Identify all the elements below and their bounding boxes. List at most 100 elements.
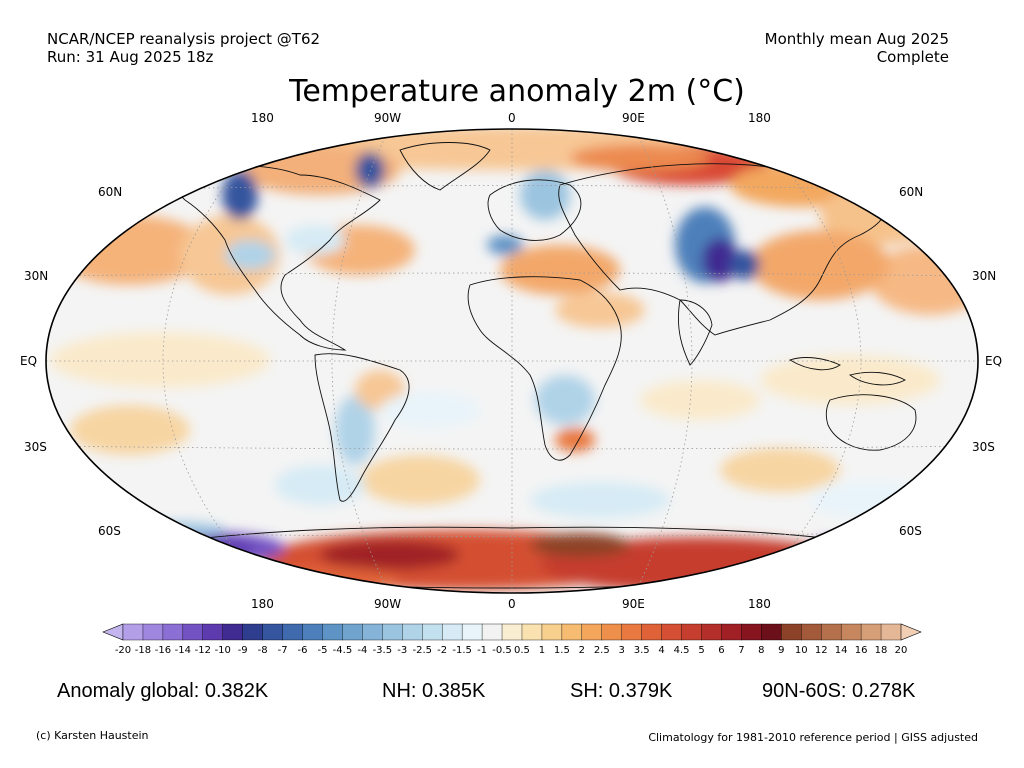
climatology-note: Climatology for 1981-2010 reference peri… <box>648 731 978 744</box>
colorbar-swatch <box>222 623 244 641</box>
colorbar-swatch <box>801 623 822 641</box>
lon-label-bottom-0: 0 <box>508 597 516 611</box>
map-title: Temperature anomaly 2m (°C) <box>289 74 745 109</box>
colorbar-tick-label: -10 <box>215 645 231 656</box>
colorbar-swatch <box>721 623 742 641</box>
lat-label-left-eq: EQ <box>20 354 38 368</box>
colorbar-swatch <box>282 623 304 641</box>
lat-label-left-30n: 30N <box>24 269 49 283</box>
colorbar-tick-label: -3.5 <box>373 645 393 656</box>
colorbar-swatch <box>202 623 224 641</box>
lon-label-top-90e: 90E <box>622 111 645 125</box>
colorbar-swatch <box>382 623 403 641</box>
colorbar-tick-label: 18 <box>875 645 888 656</box>
colorbar-tick-label: 14 <box>835 645 848 656</box>
colorbar-swatch <box>761 623 782 641</box>
colorbar-tick-label: -4 <box>357 645 367 656</box>
colorbar-tick-label: 1 <box>539 645 545 656</box>
colorbar-tick-label: -2 <box>437 645 447 656</box>
colorbar-tick-label: -3 <box>397 645 407 656</box>
colorbar-tick-label: -8 <box>258 645 268 656</box>
colorbar-tick-label: -7 <box>278 645 288 656</box>
colorbar-swatch <box>302 623 323 641</box>
stat-nh: NH: 0.385K <box>382 680 486 702</box>
colorbar-tick-label: 20 <box>895 645 908 656</box>
source-line-1: NCAR/NCEP reanalysis project @T62 <box>47 30 321 48</box>
lon-label-bottom-90w: 90W <box>374 597 402 611</box>
colorbar-swatch <box>621 623 643 641</box>
lon-label-top-180e: 180 <box>748 111 771 125</box>
colorbar-tick-label: 16 <box>855 645 868 656</box>
stat-arctic: 90N-60S: 0.278K <box>762 680 916 702</box>
colorbar-swatch <box>641 623 663 641</box>
colorbar-tick-label: -12 <box>195 645 211 656</box>
lat-label-left-60s: 60S <box>98 524 121 538</box>
colorbar-tick-label: 2 <box>579 645 585 656</box>
colorbar-swatch <box>701 623 722 641</box>
colorbar-tick-label: 1.5 <box>554 645 570 656</box>
colorbar-tick-label: 2.5 <box>594 645 610 656</box>
colorbar-swatch <box>422 623 443 641</box>
colorbar-swatch <box>541 623 563 641</box>
colorbar-tick-label: 5 <box>698 645 704 656</box>
colorbar-tick-label: -4.5 <box>333 645 353 656</box>
stat-global: Anomaly global: 0.382K <box>57 680 269 702</box>
lon-label-bottom-180w: 180 <box>251 597 274 611</box>
colorbar-swatch <box>860 623 882 641</box>
lon-label-top-90w: 90W <box>374 111 402 125</box>
lat-label-right-eq: EQ <box>985 354 1003 368</box>
colorbar-swatch <box>601 623 623 641</box>
lat-label-right-30n: 30N <box>972 269 997 283</box>
colorbar-swatch <box>521 623 543 641</box>
lon-label-bottom-90e: 90E <box>622 597 645 611</box>
colorbar-swatch <box>262 623 284 641</box>
colorbar-tick-label: -0.5 <box>492 645 512 656</box>
colorbar-swatch <box>342 623 363 641</box>
lon-label-bottom-180e: 180 <box>748 597 771 611</box>
colorbar-tick-label: -1.5 <box>452 645 472 656</box>
lat-label-left-60n: 60N <box>98 185 123 199</box>
colorbar-tick-label: 0.5 <box>514 645 530 656</box>
colorbar-swatch <box>501 623 523 641</box>
colorbar-arrow-low <box>102 623 124 641</box>
source-line-2: Run: 31 Aug 2025 18z <box>47 48 214 66</box>
colorbar-tick-label: -18 <box>135 645 151 656</box>
lat-label-right-60s: 60S <box>899 524 922 538</box>
colorbar-swatch <box>741 623 762 641</box>
colorbar-swatch <box>122 623 144 641</box>
lon-label-top-180w: 180 <box>251 111 274 125</box>
colorbar-tick-label: -9 <box>238 645 248 656</box>
colorbar-tick-label: -5 <box>317 645 327 656</box>
colorbar-tick-label: 7 <box>738 645 744 656</box>
colorbar-swatch <box>821 623 842 641</box>
colorbar-swatch <box>461 623 483 641</box>
globe-outline <box>45 128 979 594</box>
lat-label-right-30s: 30S <box>972 440 995 454</box>
colorbar-swatch <box>182 623 204 641</box>
colorbar-swatch <box>561 623 583 641</box>
colorbar-tick-label: -2.5 <box>412 645 432 656</box>
colorbar-tick-label: -14 <box>175 645 191 656</box>
colorbar-swatch <box>162 623 184 641</box>
colorbar-swatch <box>481 623 503 641</box>
colorbar-tick-label: 8 <box>758 645 764 656</box>
colorbar-swatch <box>441 623 463 641</box>
colorbar-swatch <box>322 623 343 641</box>
lat-label-left-30s: 30S <box>24 440 47 454</box>
credit: (c) Karsten Haustein <box>36 729 149 742</box>
colorbar-tick-label: 12 <box>815 645 828 656</box>
period-line-1: Monthly mean Aug 2025 <box>764 30 949 48</box>
lon-label-top-0: 0 <box>508 111 516 125</box>
colorbar-swatch <box>681 623 703 641</box>
colorbar-swatch <box>581 623 603 641</box>
colorbar-tick-label: -16 <box>155 645 171 656</box>
colorbar-tick-label: -6 <box>298 645 308 656</box>
colorbar-tick-label: 6 <box>718 645 724 656</box>
colorbar-arrow-high <box>900 623 922 641</box>
colorbar-tick-label: 9 <box>778 645 784 656</box>
colorbar-swatch <box>840 623 862 641</box>
colorbar-swatch <box>661 623 683 641</box>
colorbar-tick-label: 4 <box>658 645 664 656</box>
temperature-anomaly-map <box>45 128 979 594</box>
